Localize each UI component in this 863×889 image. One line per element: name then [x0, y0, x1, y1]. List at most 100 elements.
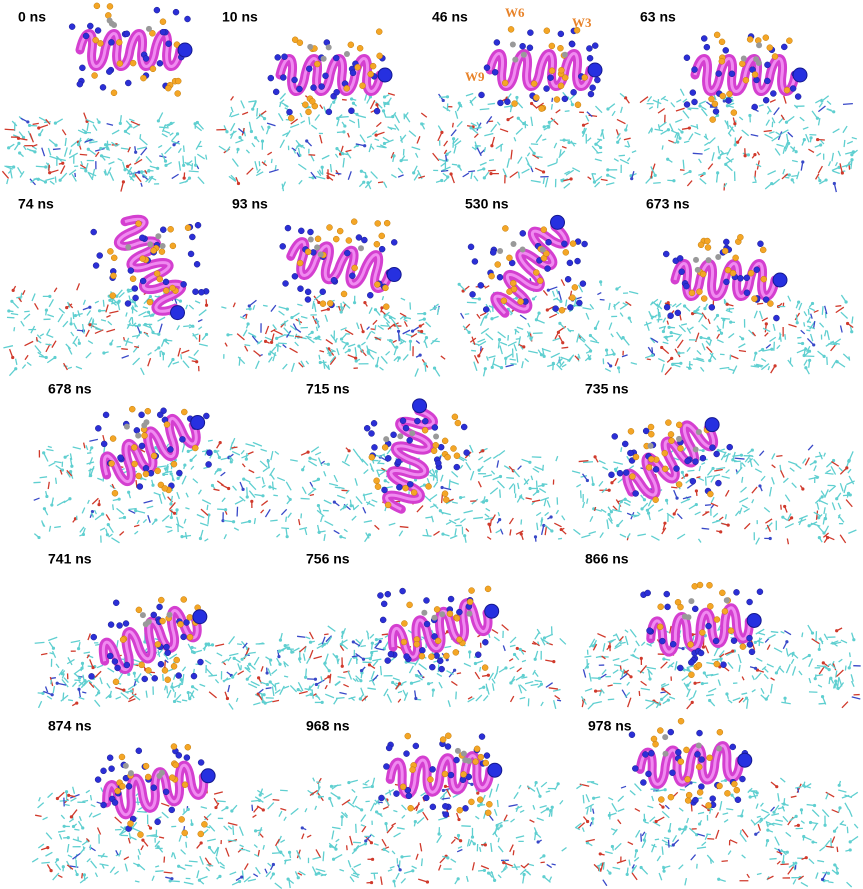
- lipid-atom: [440, 485, 444, 490]
- lipid-bond: [367, 687, 376, 690]
- lipid-bond: [837, 682, 845, 691]
- lipid-atom: [331, 857, 336, 861]
- lipid-atom: [487, 522, 491, 526]
- lipid-bond: [798, 302, 803, 311]
- side-chain-atom: [102, 411, 110, 419]
- lipid-atom: [533, 657, 537, 661]
- lipid-atom: [725, 302, 729, 306]
- lipid-atom: [48, 294, 52, 299]
- lipid-bond: [279, 92, 287, 100]
- lipid-atom: [342, 130, 346, 134]
- lipid-bond: [417, 331, 426, 335]
- lipid-bond: [145, 175, 153, 183]
- side-chain-atom: [419, 647, 426, 654]
- lipid-atom: [452, 137, 456, 141]
- side-chain-atom: [616, 469, 624, 477]
- lipid-bond: [305, 335, 312, 339]
- lipid-bond: [251, 804, 254, 812]
- side-chain-atom: [90, 228, 97, 236]
- lipid-bond: [355, 678, 359, 683]
- side-chain-atom: [88, 673, 95, 680]
- trp-atom: [167, 226, 174, 233]
- lipid-bond: [598, 460, 606, 465]
- lipid-bond: [837, 514, 845, 523]
- side-chain-atom: [274, 54, 281, 61]
- side-chain-atom: [106, 652, 114, 660]
- c-terminus: [170, 305, 185, 321]
- lipid-bond: [228, 703, 234, 710]
- lipid-atom: [547, 120, 551, 125]
- lipid-atom: [797, 300, 801, 304]
- lipid-bond: [390, 174, 397, 179]
- lipid-atom: [269, 658, 273, 662]
- lipid-bond: [476, 313, 481, 319]
- lipid-bond: [582, 501, 586, 509]
- lipid-atom: [66, 836, 70, 840]
- lipid-bond: [526, 152, 531, 157]
- lipid-bond: [102, 299, 105, 307]
- lipid-bond: [370, 145, 375, 150]
- lipid-bond: [47, 147, 52, 156]
- lipid-bond: [95, 147, 105, 152]
- lipid-atom: [218, 874, 222, 879]
- lipid-atom: [754, 351, 758, 355]
- lipid-atom: [686, 667, 690, 672]
- lipid-atom: [301, 468, 305, 472]
- lipid-bond: [324, 653, 329, 664]
- lipid-bond: [544, 526, 548, 536]
- lipid-atom: [498, 518, 502, 522]
- snapshot: 10 ns: [216, 9, 428, 192]
- lipid-bond: [92, 124, 98, 131]
- lipid-bond: [476, 147, 482, 157]
- lipid-bond: [380, 310, 386, 315]
- lipid-bond: [623, 669, 630, 674]
- lipid-bond: [318, 354, 321, 360]
- lipid-bond: [340, 327, 347, 331]
- lipid-bond: [559, 361, 565, 368]
- lipid-atom: [226, 333, 230, 337]
- lipid-bond: [847, 468, 852, 474]
- lipid-bond: [459, 464, 464, 469]
- side-chain-atom: [751, 103, 758, 111]
- trp-atom: [114, 787, 121, 795]
- lipid-atom: [77, 687, 81, 691]
- lipid-bond: [831, 641, 838, 647]
- lipid-bond: [313, 293, 323, 301]
- lipid-atom: [593, 326, 598, 330]
- lipid-bond: [172, 683, 183, 689]
- lipid-bond: [270, 450, 274, 461]
- trp-atom: [383, 219, 391, 227]
- trp-atom: [340, 290, 348, 298]
- lipid-bond: [256, 340, 263, 345]
- lipid-bond: [547, 363, 556, 368]
- lipid-bond: [236, 333, 245, 341]
- side-chain-atom: [722, 47, 730, 54]
- trp-atom: [466, 598, 474, 606]
- lipid-bond: [47, 445, 52, 449]
- lipid-bond: [674, 661, 678, 671]
- lipid-atom: [606, 107, 610, 111]
- lipid-bond: [89, 140, 98, 144]
- lipid-bond: [648, 106, 654, 110]
- trp-atom: [314, 235, 322, 243]
- lipid-bond: [4, 165, 13, 170]
- trp-atom: [400, 638, 408, 646]
- lipid-atom: [624, 128, 628, 132]
- lipid-bond: [450, 129, 457, 137]
- trp-atom: [93, 2, 101, 10]
- side-chain-atom: [399, 587, 406, 595]
- lipid-bond: [360, 687, 365, 696]
- lipid-bond: [21, 364, 27, 369]
- lipid-atom: [105, 533, 110, 537]
- lipid-bond: [776, 455, 783, 458]
- lipid-bond: [619, 92, 626, 98]
- lipid-bond: [440, 355, 446, 360]
- lipid-bond: [163, 130, 171, 134]
- side-chain-atom: [589, 84, 596, 91]
- lipid-bond: [701, 342, 706, 351]
- lipid-bond: [771, 178, 781, 186]
- lipid-bond: [136, 797, 139, 806]
- lipid-bond: [380, 324, 389, 327]
- lipid-bond: [387, 323, 396, 330]
- lipid-bond: [448, 479, 451, 489]
